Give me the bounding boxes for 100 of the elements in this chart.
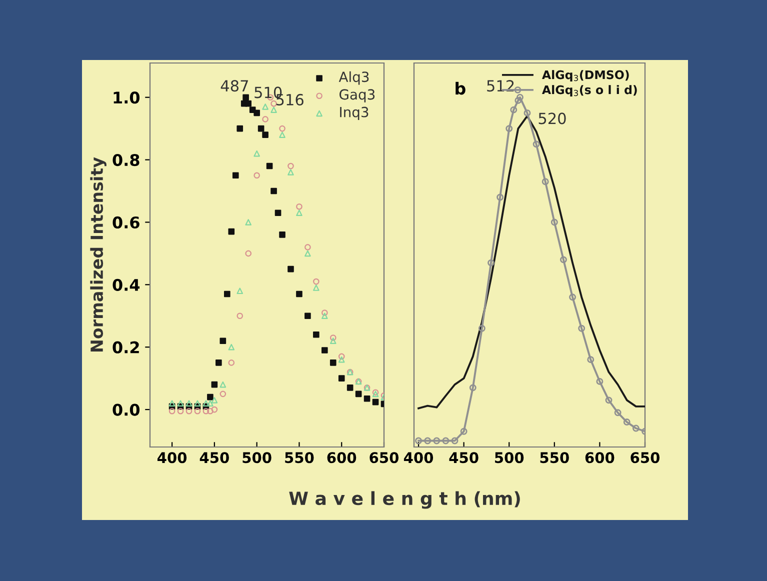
point [532, 140, 540, 148]
point [313, 331, 320, 338]
annotation: 520 [538, 112, 566, 124]
point [569, 294, 576, 301]
x-tick-label: 600 [327, 452, 356, 464]
point [236, 288, 244, 294]
point [506, 125, 513, 132]
point [202, 400, 210, 406]
x-tick-label: 400 [157, 452, 187, 464]
legend-label: Gaq3 [340, 89, 375, 102]
point [488, 259, 494, 266]
point [605, 396, 612, 404]
point [254, 110, 260, 116]
point [596, 378, 604, 385]
point [254, 150, 260, 157]
annotation: 487 [220, 80, 248, 92]
point [177, 400, 184, 406]
point [433, 437, 440, 444]
point [330, 360, 336, 366]
legend-label: AlGq$_{3}$(DMSO) [542, 70, 629, 82]
point [211, 397, 218, 404]
x-tick-label: 500 [495, 452, 524, 464]
point [236, 125, 244, 132]
legend-label: AlGq$_{3}$(s o l i d) [542, 85, 637, 96]
point [207, 400, 214, 406]
legend-label: Alq3 [338, 71, 369, 85]
point [262, 104, 268, 110]
point [578, 324, 586, 332]
point [338, 356, 345, 363]
point [330, 338, 336, 344]
point [245, 219, 252, 226]
point [232, 172, 239, 179]
point [242, 94, 249, 100]
point [262, 132, 268, 138]
point [496, 194, 504, 201]
point [510, 106, 518, 114]
point [296, 210, 302, 216]
point [560, 256, 567, 264]
point [451, 437, 458, 444]
x-tick-label: 450 [449, 452, 478, 464]
point [424, 437, 432, 444]
point [313, 284, 320, 291]
point [224, 290, 230, 298]
point [460, 428, 468, 435]
point [478, 324, 486, 332]
point [304, 312, 311, 320]
point [270, 188, 277, 194]
x-tick-label: 550 [540, 452, 569, 464]
x-axis-title: W a v e l e n g t h (nm) [289, 491, 520, 509]
point [194, 400, 201, 406]
point [168, 400, 176, 406]
point [346, 384, 354, 391]
point [211, 381, 218, 388]
point [288, 169, 294, 176]
point [415, 437, 422, 444]
point [632, 424, 640, 432]
point [279, 132, 286, 138]
y-tick-label: 0.8 [112, 154, 140, 166]
point [186, 400, 192, 406]
point [614, 409, 622, 416]
x-tick-label: 600 [585, 452, 614, 464]
point [442, 437, 450, 444]
y-tick-label: 0.0 [112, 404, 140, 416]
x-tick-label: 550 [285, 452, 314, 464]
point [279, 232, 286, 238]
point [587, 356, 594, 364]
point [514, 96, 522, 104]
x-tick-label: 450 [200, 452, 229, 464]
point [220, 381, 226, 388]
point [216, 360, 222, 366]
point [322, 347, 328, 354]
point [364, 395, 370, 402]
point [372, 398, 379, 406]
point [296, 290, 302, 298]
x-tick-label: 400 [404, 452, 434, 464]
point [228, 344, 235, 350]
point [524, 109, 531, 116]
x-tick-label: 500 [242, 452, 272, 464]
point [266, 162, 273, 170]
point [288, 266, 294, 272]
point [304, 250, 311, 257]
point [516, 94, 524, 101]
point [623, 418, 630, 426]
point [355, 390, 362, 398]
point [258, 125, 264, 132]
x-tick-label: 650 [370, 452, 399, 464]
point [207, 394, 214, 400]
point [274, 210, 282, 216]
point [550, 218, 558, 226]
point [338, 375, 345, 382]
point [270, 106, 277, 113]
legend-label: Inq3 [340, 106, 368, 120]
annotation: b [456, 82, 466, 95]
y-tick-label: 0.4 [112, 278, 140, 291]
point [245, 100, 252, 107]
y-axis-title: Normalized Intensity [90, 157, 106, 352]
point [469, 384, 476, 392]
y-tick-label: 0.2 [112, 341, 139, 354]
x-tick-label: 650 [630, 452, 660, 464]
point [542, 178, 549, 186]
